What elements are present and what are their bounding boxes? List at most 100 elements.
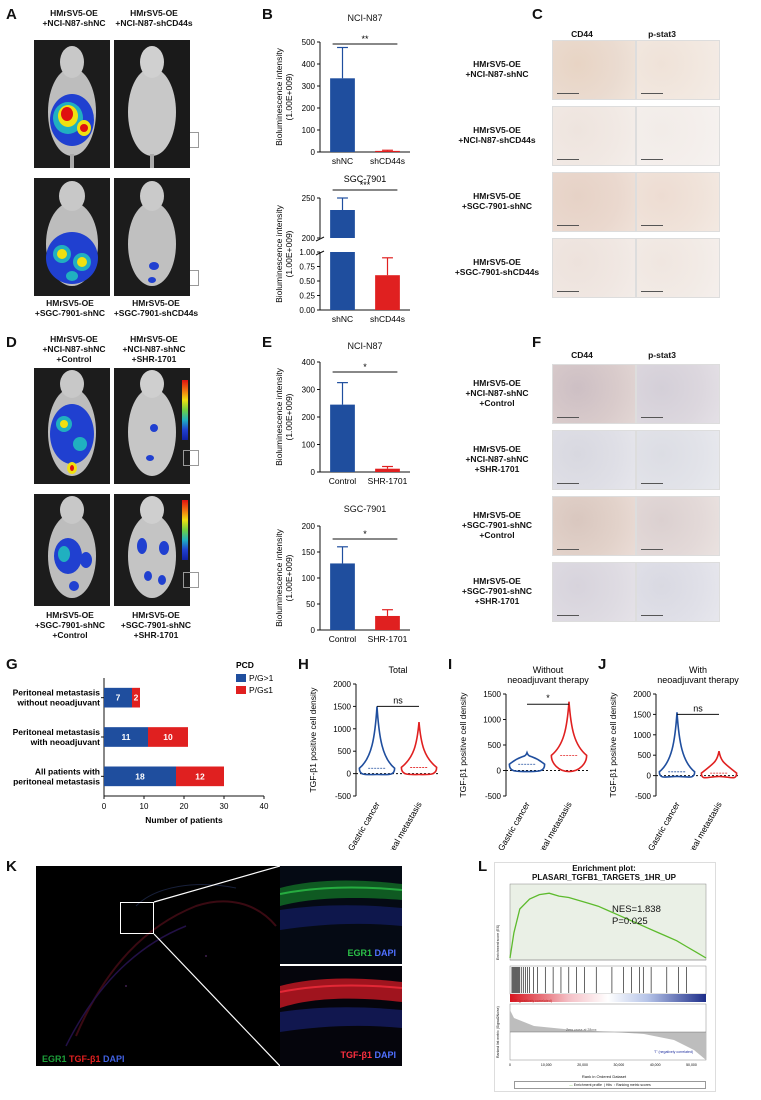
y-axis-label: TGF-β1 positive cell density — [608, 692, 618, 798]
y-tick-label: 0.50 — [299, 277, 315, 286]
legend-swatch — [236, 686, 246, 694]
y-tick-label: 2000 — [633, 690, 651, 699]
x-tick-label: shNC — [332, 156, 353, 165]
scale-bar — [557, 483, 579, 484]
y-tick-label: 250 — [302, 194, 316, 203]
colorbar-d1 — [182, 380, 188, 440]
y-tick-label: 200 — [302, 234, 316, 243]
scale-bar — [641, 417, 663, 418]
legend-dapi: DAPI — [103, 1054, 125, 1064]
bar-segment — [104, 687, 132, 708]
axis-break-mark — [315, 250, 325, 256]
ihc-image-pstat3 — [636, 172, 720, 232]
panel-label-k: K — [6, 858, 17, 875]
legend-label: P/G>1 — [249, 673, 274, 683]
panel-label-i: I — [448, 656, 453, 673]
panel-d-label-bottom-right: HMrSV5-OE +SGC-7901-shNC +SHR-1701 — [104, 610, 208, 640]
ihc-image-pstat3 — [636, 238, 720, 298]
colorbar-info-d1 — [183, 450, 199, 466]
ihc-row-label-line: HMrSV5-OE — [473, 510, 521, 520]
label-line: +SHR-1701 — [133, 630, 179, 640]
y-tick-label: 500 — [638, 751, 652, 760]
y-tick-label: 1500 — [333, 702, 351, 711]
ihc-row-label: HMrSV5-OE +NCI-N87-shCD44s — [444, 125, 550, 145]
scale-bar — [641, 549, 663, 550]
panel-d-label-top-right: HMrSV5-OE +NCI-N87-shNC +SHR-1701 — [106, 334, 202, 364]
y-tick-label: 0 — [311, 468, 316, 477]
bar — [330, 252, 355, 310]
x-tick-label: Gastric cancer — [496, 800, 532, 850]
y-tick-label: 100 — [302, 574, 316, 583]
y-tick-label: 0 — [311, 626, 316, 635]
y-tick-label: 300 — [302, 82, 316, 91]
scale-bar — [557, 159, 579, 160]
label-line: +SGC-7901-shNC — [34, 620, 106, 630]
bar — [330, 563, 355, 630]
bar — [375, 275, 400, 310]
panel-label-c: C — [532, 6, 543, 23]
label-line: HMrSV5-OE — [130, 8, 178, 18]
x-tick-label: 40 — [260, 802, 269, 811]
label-line: +SGC-7901-shCD44s — [113, 308, 199, 318]
x-tick-label: SHR-1701 — [368, 634, 408, 644]
bar — [375, 468, 400, 472]
bioluminescence-image-d3 — [34, 494, 110, 606]
x-tick-label: shCD44s — [370, 314, 405, 324]
chart-title: Total — [388, 665, 407, 675]
ihc-row-label-line: +SGC-7901-shCD44s — [454, 267, 540, 277]
ihc-row-label-line: +NCI-N87-shNC — [465, 388, 529, 398]
legend-swatch — [236, 674, 246, 682]
data-label: 12 — [195, 771, 205, 781]
legend-tgfb1: TGF-β1 — [69, 1054, 101, 1064]
panel-a-label-bottom-right: HMrSV5-OE +SGC-7901-shCD44s — [104, 298, 208, 318]
bar — [330, 210, 355, 238]
panel-a-label-top-right: HMrSV5-OE +NCI-N87-shCD44s — [106, 8, 202, 28]
y-axis-label: TGF-β1 positive cell density — [458, 692, 468, 798]
bioluminescence-image-d2 — [114, 368, 190, 484]
chart-title: NCI-N87 — [347, 341, 382, 351]
panel-label-e: E — [262, 334, 273, 351]
panel-label-h: H — [298, 656, 309, 673]
panel-label-b: B — [262, 6, 273, 23]
bar-segment — [176, 766, 224, 787]
scale-bar — [557, 549, 579, 550]
chart-b2: SGC-7901 200 250 0.00 0.25 0.50 0.75 1.00 shNC sh… — [274, 174, 410, 324]
legend-label: P/G≤1 — [249, 685, 273, 695]
gsea-title-line1: Enrichment plot: — [572, 864, 636, 873]
ihc-row-label: HMrSV5-OE +SGC-7901-shNC +Control — [444, 510, 550, 540]
violin — [658, 712, 696, 778]
category-label-line: peritoneal metastasis — [13, 776, 100, 786]
chart-title: SGC-7901 — [344, 504, 387, 514]
gsea-legend-metric: Ranking metric scores — [616, 1083, 651, 1087]
ihc-row-label: HMrSV5-OE +NCI-N87-shNC — [444, 59, 550, 79]
ihc-row-label: HMrSV5-OE +NCI-N87-shNC +Control — [444, 378, 550, 408]
gsea-xlabel: Rank in Ordered Dataset — [581, 1074, 627, 1079]
significance-marker: ns — [393, 695, 403, 705]
gsea-nes: NES=1.838 — [612, 904, 661, 915]
ihc-image-pstat3 — [636, 496, 720, 556]
x-tick-label: 30 — [220, 802, 229, 811]
ihc-row-label-line: HMrSV5-OE — [473, 576, 521, 586]
y-tick-label: 150 — [302, 548, 316, 557]
ihc-row-label-line: +NCI-N87-shCD44s — [458, 135, 536, 145]
y-tick-label: 100 — [302, 441, 316, 450]
violin — [358, 706, 396, 776]
y-axis-label: Bioluminescence intensity(1.00E+009) — [274, 47, 294, 146]
panel-label-l: L — [478, 858, 488, 875]
bioluminescence-image-d1 — [34, 368, 110, 484]
label-line: HMrSV5-OE — [50, 8, 98, 18]
y-axis-label-line2: (1.00E+009) — [284, 73, 294, 120]
bioluminescence-image-a1 — [34, 40, 110, 168]
significance-marker: ns — [693, 703, 703, 713]
scale-bar — [641, 483, 663, 484]
label-line: HMrSV5-OE — [130, 334, 178, 344]
y-tick-label: 400 — [302, 60, 316, 69]
y-tick-label: 2000 — [333, 680, 351, 689]
chart-e1: NCI-N87 0 100 200 300 400 Control SHR-1701 * Biol… — [274, 341, 410, 486]
ihc-image-pstat3 — [636, 40, 720, 100]
significance-marker: ** — [361, 34, 369, 44]
gsea-title-line2: PLASARI_TGFB1_TARGETS_1HR_UP — [532, 873, 676, 882]
gsea-pos-corr: 'P' (positively correlated) — [514, 999, 552, 1003]
label-line: HMrSV5-OE — [46, 610, 94, 620]
bar-segment — [132, 687, 140, 708]
